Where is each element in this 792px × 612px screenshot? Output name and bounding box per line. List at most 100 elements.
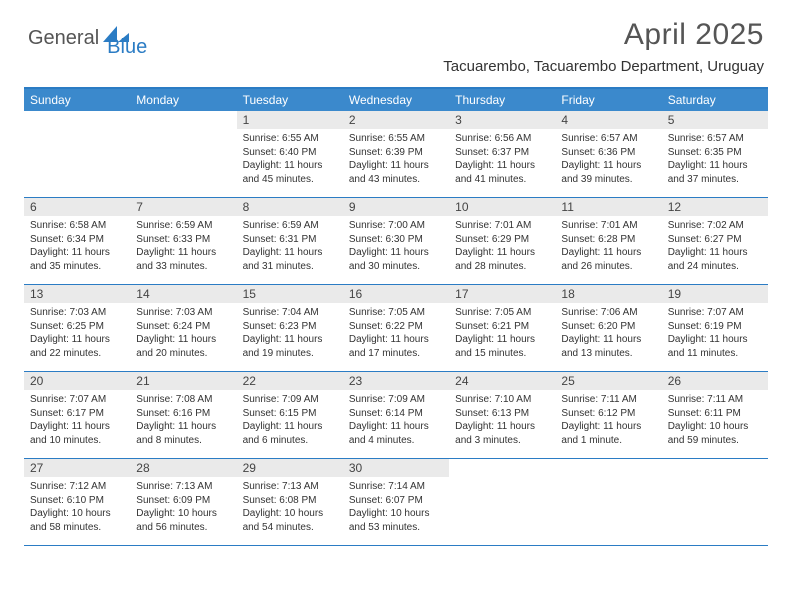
daylight-line: Daylight: 10 hours and 54 minutes. — [243, 507, 337, 534]
sunrise-line: Sunrise: 7:01 AM — [561, 219, 655, 233]
header: General Blue April 2025 Tacuarembo, Tacu… — [0, 0, 792, 79]
day-cell: 16Sunrise: 7:05 AMSunset: 6:22 PMDayligh… — [343, 285, 449, 371]
daylight-line: Daylight: 11 hours and 31 minutes. — [243, 246, 337, 273]
day-cell — [130, 111, 236, 197]
day-cell: 24Sunrise: 7:10 AMSunset: 6:13 PMDayligh… — [449, 372, 555, 458]
day-cell: 11Sunrise: 7:01 AMSunset: 6:28 PMDayligh… — [555, 198, 661, 284]
day-body: Sunrise: 7:04 AMSunset: 6:23 PMDaylight:… — [237, 303, 343, 364]
day-header: Saturday — [662, 89, 768, 111]
day-number: 20 — [24, 372, 130, 390]
sunset-line: Sunset: 6:35 PM — [668, 146, 762, 160]
day-number: 4 — [555, 111, 661, 129]
sunrise-line: Sunrise: 7:08 AM — [136, 393, 230, 407]
day-cell: 7Sunrise: 6:59 AMSunset: 6:33 PMDaylight… — [130, 198, 236, 284]
daylight-line: Daylight: 11 hours and 45 minutes. — [243, 159, 337, 186]
day-body: Sunrise: 7:01 AMSunset: 6:28 PMDaylight:… — [555, 216, 661, 277]
day-number — [449, 459, 555, 477]
sunset-line: Sunset: 6:24 PM — [136, 320, 230, 334]
day-number — [130, 111, 236, 129]
day-cell: 10Sunrise: 7:01 AMSunset: 6:29 PMDayligh… — [449, 198, 555, 284]
sunrise-line: Sunrise: 7:10 AM — [455, 393, 549, 407]
day-cell: 8Sunrise: 6:59 AMSunset: 6:31 PMDaylight… — [237, 198, 343, 284]
sunset-line: Sunset: 6:25 PM — [30, 320, 124, 334]
daylight-line: Daylight: 10 hours and 59 minutes. — [668, 420, 762, 447]
day-cell: 5Sunrise: 6:57 AMSunset: 6:35 PMDaylight… — [662, 111, 768, 197]
logo: General Blue — [28, 18, 147, 59]
daylight-line: Daylight: 11 hours and 33 minutes. — [136, 246, 230, 273]
day-body: Sunrise: 7:13 AMSunset: 6:09 PMDaylight:… — [130, 477, 236, 538]
sunset-line: Sunset: 6:15 PM — [243, 407, 337, 421]
day-body: Sunrise: 7:07 AMSunset: 6:19 PMDaylight:… — [662, 303, 768, 364]
sunset-line: Sunset: 6:29 PM — [455, 233, 549, 247]
day-body: Sunrise: 7:08 AMSunset: 6:16 PMDaylight:… — [130, 390, 236, 451]
daylight-line: Daylight: 11 hours and 13 minutes. — [561, 333, 655, 360]
day-cell: 1Sunrise: 6:55 AMSunset: 6:40 PMDaylight… — [237, 111, 343, 197]
day-body: Sunrise: 7:10 AMSunset: 6:13 PMDaylight:… — [449, 390, 555, 451]
daylight-line: Daylight: 11 hours and 35 minutes. — [30, 246, 124, 273]
day-number: 25 — [555, 372, 661, 390]
day-body: Sunrise: 7:11 AMSunset: 6:12 PMDaylight:… — [555, 390, 661, 451]
day-cell: 25Sunrise: 7:11 AMSunset: 6:12 PMDayligh… — [555, 372, 661, 458]
day-cell: 30Sunrise: 7:14 AMSunset: 6:07 PMDayligh… — [343, 459, 449, 545]
day-cell: 15Sunrise: 7:04 AMSunset: 6:23 PMDayligh… — [237, 285, 343, 371]
day-cell: 22Sunrise: 7:09 AMSunset: 6:15 PMDayligh… — [237, 372, 343, 458]
day-number: 27 — [24, 459, 130, 477]
day-number — [555, 459, 661, 477]
daylight-line: Daylight: 10 hours and 53 minutes. — [349, 507, 443, 534]
daylight-line: Daylight: 11 hours and 11 minutes. — [668, 333, 762, 360]
day-body: Sunrise: 7:05 AMSunset: 6:21 PMDaylight:… — [449, 303, 555, 364]
location-text: Tacuarembo, Tacuarembo Department, Urugu… — [443, 58, 764, 75]
sunrise-line: Sunrise: 6:57 AM — [668, 132, 762, 146]
sunrise-line: Sunrise: 7:11 AM — [668, 393, 762, 407]
day-number: 11 — [555, 198, 661, 216]
day-header-row: SundayMondayTuesdayWednesdayThursdayFrid… — [24, 89, 768, 111]
day-cell: 9Sunrise: 7:00 AMSunset: 6:30 PMDaylight… — [343, 198, 449, 284]
day-cell: 23Sunrise: 7:09 AMSunset: 6:14 PMDayligh… — [343, 372, 449, 458]
sunrise-line: Sunrise: 7:07 AM — [30, 393, 124, 407]
sunrise-line: Sunrise: 7:02 AM — [668, 219, 762, 233]
week-row: 6Sunrise: 6:58 AMSunset: 6:34 PMDaylight… — [24, 198, 768, 285]
sunrise-line: Sunrise: 7:01 AM — [455, 219, 549, 233]
day-body: Sunrise: 7:14 AMSunset: 6:07 PMDaylight:… — [343, 477, 449, 538]
sunrise-line: Sunrise: 7:03 AM — [30, 306, 124, 320]
day-body: Sunrise: 6:56 AMSunset: 6:37 PMDaylight:… — [449, 129, 555, 190]
sunset-line: Sunset: 6:37 PM — [455, 146, 549, 160]
day-header: Sunday — [24, 89, 130, 111]
daylight-line: Daylight: 11 hours and 17 minutes. — [349, 333, 443, 360]
daylight-line: Daylight: 10 hours and 58 minutes. — [30, 507, 124, 534]
day-header: Thursday — [449, 89, 555, 111]
day-cell: 19Sunrise: 7:07 AMSunset: 6:19 PMDayligh… — [662, 285, 768, 371]
day-body: Sunrise: 7:09 AMSunset: 6:15 PMDaylight:… — [237, 390, 343, 451]
daylight-line: Daylight: 10 hours and 56 minutes. — [136, 507, 230, 534]
daylight-line: Daylight: 11 hours and 4 minutes. — [349, 420, 443, 447]
sunrise-line: Sunrise: 6:56 AM — [455, 132, 549, 146]
daylight-line: Daylight: 11 hours and 19 minutes. — [243, 333, 337, 360]
sunset-line: Sunset: 6:20 PM — [561, 320, 655, 334]
sunset-line: Sunset: 6:07 PM — [349, 494, 443, 508]
day-number: 10 — [449, 198, 555, 216]
sunset-line: Sunset: 6:11 PM — [668, 407, 762, 421]
daylight-line: Daylight: 11 hours and 15 minutes. — [455, 333, 549, 360]
sunrise-line: Sunrise: 7:07 AM — [668, 306, 762, 320]
day-header: Tuesday — [237, 89, 343, 111]
sunset-line: Sunset: 6:19 PM — [668, 320, 762, 334]
daylight-line: Daylight: 11 hours and 22 minutes. — [30, 333, 124, 360]
sunset-line: Sunset: 6:12 PM — [561, 407, 655, 421]
day-number: 6 — [24, 198, 130, 216]
day-number: 5 — [662, 111, 768, 129]
day-body: Sunrise: 7:11 AMSunset: 6:11 PMDaylight:… — [662, 390, 768, 451]
day-number: 8 — [237, 198, 343, 216]
day-number: 15 — [237, 285, 343, 303]
day-number: 9 — [343, 198, 449, 216]
day-number: 12 — [662, 198, 768, 216]
sunset-line: Sunset: 6:09 PM — [136, 494, 230, 508]
day-number: 16 — [343, 285, 449, 303]
month-title: April 2025 — [443, 18, 764, 52]
day-number: 22 — [237, 372, 343, 390]
daylight-line: Daylight: 11 hours and 1 minute. — [561, 420, 655, 447]
sunrise-line: Sunrise: 7:12 AM — [30, 480, 124, 494]
day-number — [662, 459, 768, 477]
day-body: Sunrise: 6:55 AMSunset: 6:40 PMDaylight:… — [237, 129, 343, 190]
sunrise-line: Sunrise: 6:55 AM — [349, 132, 443, 146]
day-number: 18 — [555, 285, 661, 303]
